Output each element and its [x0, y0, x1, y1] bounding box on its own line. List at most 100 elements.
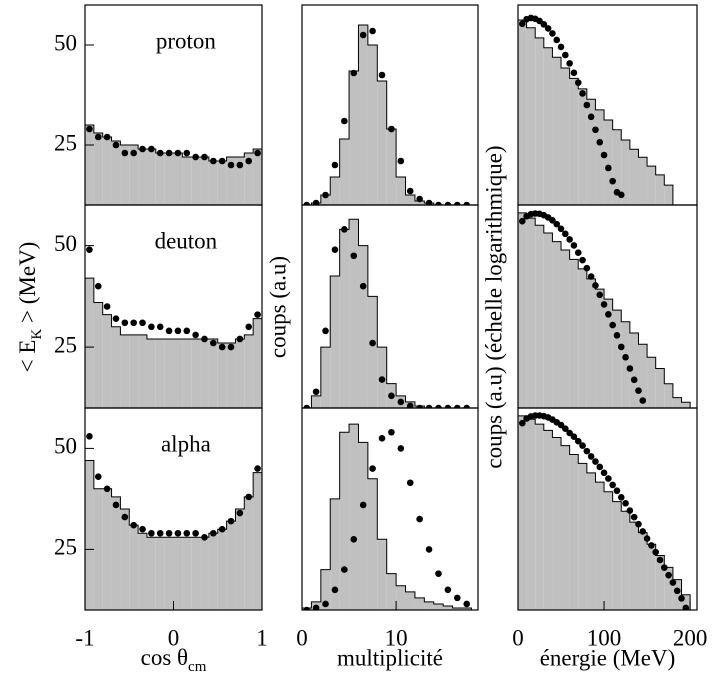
- data-point: [600, 469, 608, 477]
- histogram-bar: [339, 139, 350, 205]
- histogram-bar: [586, 99, 596, 205]
- histogram-bar: [200, 537, 209, 610]
- histogram-bar: [311, 395, 321, 408]
- data-point: [303, 606, 311, 610]
- data-point: [609, 321, 616, 329]
- data-point: [227, 343, 235, 351]
- data-point: [378, 376, 386, 383]
- data-point: [183, 149, 191, 157]
- plot-area: [518, 210, 691, 408]
- histogram-bar: [182, 157, 192, 205]
- histogram-bar: [102, 314, 112, 408]
- data-point: [369, 27, 376, 35]
- data-point: [626, 507, 634, 514]
- data-point: [139, 145, 146, 153]
- data-point: [303, 201, 311, 205]
- data-point: [369, 339, 376, 347]
- histogram-bar: [155, 153, 165, 205]
- data-point: [669, 579, 677, 586]
- data-point: [201, 153, 208, 161]
- plot-area: [85, 246, 262, 408]
- histogram-bar: [578, 268, 587, 408]
- histogram-bar: [330, 498, 340, 610]
- data-point: [112, 501, 120, 509]
- x-tick-label: 200: [673, 625, 708, 650]
- data-point: [121, 319, 129, 327]
- histogram-bar: [604, 299, 613, 408]
- data-point: [245, 493, 253, 501]
- histogram-bar: [377, 539, 387, 610]
- histogram-bar: [664, 567, 673, 610]
- data-point: [570, 433, 578, 441]
- data-point: [592, 458, 599, 465]
- data-point: [553, 220, 561, 228]
- x-axis-label: multiplicité: [337, 645, 443, 670]
- y-tick-label: 50: [54, 434, 77, 459]
- histogram-bar: [595, 289, 605, 408]
- x-tick-label: 0: [296, 625, 308, 650]
- histogram-bar: [629, 333, 639, 408]
- data-point: [652, 548, 659, 556]
- data-point: [626, 365, 634, 372]
- histogram-bar: [578, 88, 587, 205]
- data-point: [444, 586, 452, 594]
- data-point: [444, 201, 452, 205]
- data-point: [557, 43, 565, 51]
- x-tick-label: 0: [168, 625, 180, 650]
- plot-area: [302, 218, 472, 408]
- data-point: [350, 536, 358, 543]
- data-point: [574, 437, 582, 445]
- data-point: [406, 187, 414, 195]
- data-point: [254, 465, 261, 472]
- data-point: [218, 525, 226, 533]
- histogram-bar: [138, 149, 147, 205]
- data-point: [592, 282, 599, 289]
- data-point: [359, 501, 367, 509]
- histogram-bar: [424, 601, 434, 610]
- data-point: [639, 528, 647, 535]
- histogram-bar: [518, 20, 527, 205]
- data-point: [397, 398, 405, 406]
- histogram-bar: [111, 141, 121, 205]
- histogram-bar: [138, 334, 147, 408]
- histogram-bar: [138, 533, 147, 610]
- histogram-bar: [173, 537, 183, 610]
- histogram-bar: [655, 368, 665, 408]
- data-point: [549, 216, 556, 224]
- histogram-bar: [535, 225, 544, 408]
- data-point: [112, 315, 120, 322]
- data-point: [148, 323, 155, 331]
- data-point: [331, 586, 339, 594]
- histogram-bar: [518, 212, 527, 408]
- data-point: [121, 149, 129, 157]
- data-point: [648, 542, 655, 549]
- plot-area: [518, 412, 691, 610]
- data-point: [103, 485, 111, 493]
- histogram-bar: [638, 344, 648, 408]
- data-point: [562, 425, 569, 432]
- data-point: [622, 499, 629, 507]
- data-point: [617, 191, 625, 199]
- plot-area: [302, 423, 478, 610]
- data-point: [156, 323, 164, 331]
- data-point: [643, 535, 651, 542]
- histogram-bar: [349, 71, 359, 205]
- data-point: [453, 594, 461, 602]
- data-point: [350, 252, 358, 260]
- histogram-bar: [655, 174, 665, 205]
- data-point: [94, 282, 102, 290]
- data-point: [397, 445, 405, 452]
- histogram-bar: [320, 569, 331, 610]
- data-point: [553, 36, 561, 44]
- data-point: [148, 145, 155, 153]
- histogram-bar: [433, 603, 444, 610]
- data-point: [406, 402, 414, 408]
- histogram-bar: [672, 579, 682, 610]
- data-point: [416, 404, 423, 408]
- histogram-bar: [621, 139, 630, 205]
- data-point: [312, 604, 320, 610]
- histogram-bar: [405, 195, 415, 205]
- label-part: cos θ: [141, 645, 188, 670]
- y-tick-label: 25: [54, 332, 77, 357]
- data-point: [130, 319, 137, 327]
